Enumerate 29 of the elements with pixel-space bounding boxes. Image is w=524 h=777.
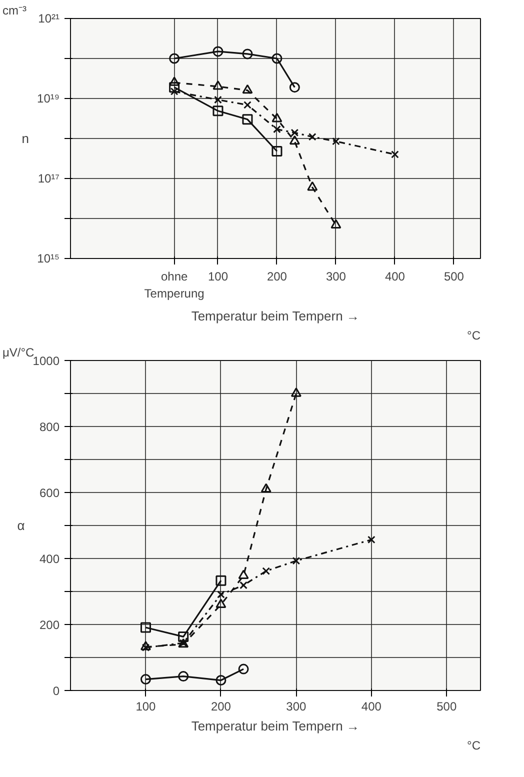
- x-tick-label: 100: [136, 700, 156, 714]
- text: °C: [467, 738, 481, 752]
- y-tick-label: 800: [39, 420, 60, 434]
- x-tick-label: 500: [436, 700, 457, 714]
- y-axis-title: α: [17, 518, 26, 533]
- y-tick-label: 10²¹: [38, 12, 60, 26]
- x-tick-label: 300: [326, 270, 346, 284]
- y-tick-label: 10¹⁷: [38, 172, 60, 186]
- y-tick-label: 10¹⁵: [37, 252, 60, 266]
- x-tick-label: 500: [444, 270, 464, 284]
- x-axis-title: Temperatur beim Tempern →: [191, 718, 360, 734]
- y-tick-label: 0: [52, 684, 60, 698]
- text: °C: [467, 328, 481, 342]
- y-tick-label: 400: [39, 552, 60, 566]
- x-tick-label: 100: [208, 270, 228, 284]
- x-tick-label: 400: [361, 700, 382, 714]
- y-tick-label: 600: [39, 486, 60, 500]
- text: μV/°C: [2, 346, 35, 360]
- x-tick-label: 200: [266, 270, 288, 284]
- x-tick-label: ohne Temperung: [144, 270, 204, 300]
- x-tick-label: 200: [210, 700, 232, 714]
- y-axis-title: n: [22, 131, 30, 146]
- y-tick-label: 10¹⁹: [37, 92, 60, 106]
- x-axis-title: Temperatur beim Tempern →: [191, 308, 360, 324]
- x-tick-label: 400: [384, 270, 406, 284]
- text: cm⁻³: [2, 4, 26, 18]
- y-tick-label: 200: [39, 618, 60, 632]
- y-tick-label: 1000: [32, 354, 60, 368]
- x-tick-label: 300: [286, 700, 307, 714]
